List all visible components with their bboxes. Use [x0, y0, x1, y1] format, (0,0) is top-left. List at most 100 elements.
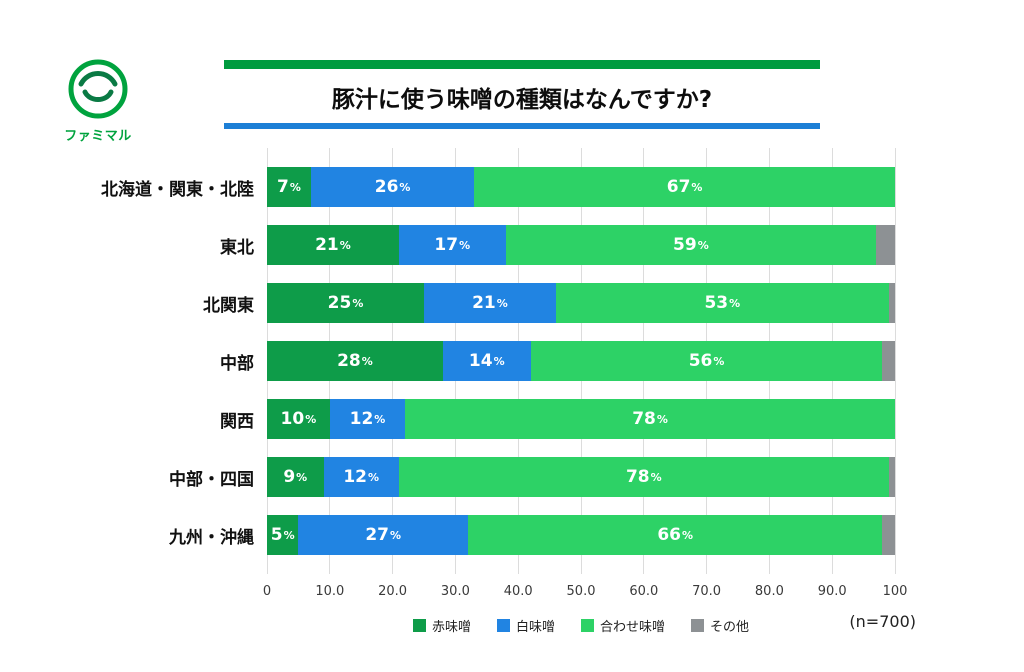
percent-sign: %: [283, 528, 295, 542]
bar-segment-赤味噌: 10%: [267, 399, 330, 439]
bar-segment-その他: [876, 225, 895, 265]
bar-segment-白味噌: 14%: [442, 341, 531, 381]
x-tick-label: 40.0: [503, 584, 533, 599]
percent-sign: %: [368, 470, 380, 484]
x-tick-label: 0: [262, 584, 272, 599]
sample-size-note: (n=700): [849, 612, 916, 631]
legend-item-その他: その他: [691, 616, 749, 635]
legend: 赤味噌 白味噌 合わせ味噌 その他: [267, 616, 895, 635]
x-tick-label: 100: [882, 584, 908, 599]
segment-value: 10: [280, 409, 305, 429]
bar-segment-その他: [888, 283, 895, 323]
x-tick-label: 70.0: [692, 584, 722, 599]
segment-value: 53: [704, 293, 729, 313]
segment-value: 12: [343, 467, 368, 487]
bar-row: 5% 27% 66%: [267, 515, 895, 555]
bar-segment-合わせ味噌: 66%: [467, 515, 883, 555]
x-tick-label: 50.0: [566, 584, 596, 599]
bar-segment-合わせ味噌: 78%: [405, 399, 895, 439]
percent-sign: %: [697, 238, 709, 252]
legend-item-白味噌: 白味噌: [496, 616, 555, 635]
x-tick-label: 10.0: [315, 584, 345, 599]
legend-swatch: [691, 619, 705, 632]
bar-segment-合わせ味噌: 59%: [505, 225, 877, 265]
bar-segment-白味噌: 17%: [398, 225, 506, 265]
segment-value: 21: [472, 293, 496, 313]
segment-value: 12: [349, 409, 374, 429]
segment-value: 59: [673, 235, 697, 255]
category-label: 関西: [220, 411, 254, 432]
segment-value: 9: [283, 467, 296, 487]
legend-swatch: [496, 619, 510, 632]
bar-segment-合わせ味噌: 56%: [530, 341, 883, 381]
bar-segment-その他: [882, 341, 895, 381]
category-label: 東北: [220, 237, 254, 258]
category-label: 中部・四国: [169, 469, 254, 490]
x-tick-label: 80.0: [754, 584, 784, 599]
category-label: 北海道・関東・北陸: [101, 179, 254, 200]
segment-value: 21: [315, 235, 339, 255]
bar-row: 10% 12% 78%: [267, 399, 895, 439]
segment-value: 56: [688, 351, 713, 371]
famimaru-logo: ファミマル: [54, 58, 142, 144]
segment-value: 78: [625, 467, 650, 487]
segment-value: 25: [327, 293, 352, 313]
segment-value: 27: [365, 525, 389, 545]
x-tick-label: 30.0: [440, 584, 470, 599]
bar-segment-その他: [882, 515, 895, 555]
percent-sign: %: [713, 354, 725, 368]
segment-value: 14: [468, 351, 493, 371]
bar-segment-赤味噌: 28%: [267, 341, 443, 381]
bar-segment-赤味噌: 9%: [267, 457, 324, 497]
chart-title: 豚汁に使う味噌の種類はなんですか?: [331, 87, 713, 113]
legend-item-赤味噌: 赤味噌: [412, 616, 471, 635]
percent-sign: %: [691, 180, 703, 194]
percent-sign: %: [352, 296, 364, 310]
percent-sign: %: [459, 238, 471, 252]
percent-sign: %: [656, 412, 668, 426]
percent-sign: %: [729, 296, 741, 310]
segment-value: 17: [434, 235, 459, 255]
bar-row: 25% 21% 53%: [267, 283, 895, 323]
x-axis: 0 10.0 20.0 30.0 40.0 50.0 60.0 70.0 80.0 90.0 100: [263, 584, 908, 602]
legend-item-合わせ味噌: 合わせ味噌: [581, 616, 665, 635]
chart-title-box: 豚汁に使う味噌の種類はなんですか?: [224, 60, 820, 129]
logo-text: ファミマル: [64, 129, 132, 144]
bar-segment-白味噌: 27%: [298, 515, 468, 555]
legend-label: 白味噌: [515, 620, 555, 635]
plot-area: 7% 26% 67% 21% 17% 59% 25% 21% 53% 28% 14% 56% 10% 12…: [266, 148, 896, 574]
stacked-bar-chart: 北海道・関東・北陸 東北 北関東 中部 関西 中部・四国 九州・沖縄 7% 26% 67% 21%…: [10, 148, 896, 574]
category-label: 北関東: [203, 295, 254, 316]
x-tick-label: 60.0: [629, 584, 659, 599]
percent-sign: %: [374, 412, 386, 426]
bar-segment-赤味噌: 5%: [267, 515, 299, 555]
percent-sign: %: [305, 412, 317, 426]
segment-value: 78: [632, 409, 656, 429]
category-labels: 北海道・関東・北陸 東北 北関東 中部 関西 中部・四国 九州・沖縄: [10, 148, 267, 574]
category-label: 中部: [220, 353, 254, 374]
percent-sign: %: [496, 296, 508, 310]
gridline-100: [894, 148, 896, 574]
bar-segment-合わせ味噌: 53%: [555, 283, 889, 323]
legend-label: その他: [710, 620, 750, 635]
bar-segment-赤味噌: 25%: [267, 283, 424, 323]
bar-segment-白味噌: 12%: [323, 457, 399, 497]
bar-segment-その他: [888, 457, 895, 497]
bar-row: 7% 26% 67%: [267, 167, 895, 207]
segment-value: 66: [657, 525, 681, 545]
bar-rows: 7% 26% 67% 21% 17% 59% 25% 21% 53% 28% 14% 56% 10% 12…: [267, 148, 895, 574]
percent-sign: %: [296, 470, 308, 484]
x-tick-label: 20.0: [378, 584, 408, 599]
bar-segment-赤味噌: 7%: [267, 167, 311, 207]
bar-segment-白味噌: 12%: [329, 399, 406, 439]
segment-value: 5: [270, 525, 283, 545]
segment-value: 7: [277, 177, 289, 197]
percent-sign: %: [399, 180, 411, 194]
bar-segment-合わせ味噌: 67%: [474, 167, 895, 207]
smiley-logo-icon: [68, 59, 128, 119]
percent-sign: %: [681, 528, 694, 542]
title-top-bar: [224, 60, 820, 69]
segment-value: 26: [374, 177, 399, 197]
percent-sign: %: [361, 354, 373, 368]
